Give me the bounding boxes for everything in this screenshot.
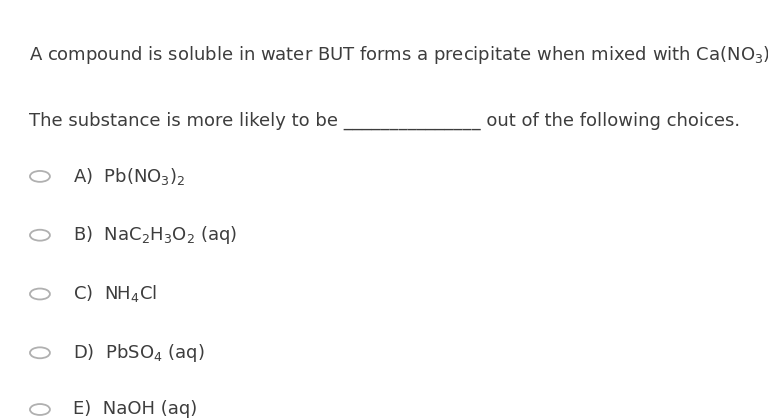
Text: B)  NaC$_{2}$H$_{3}$O$_{2}$ (aq): B) NaC$_{2}$H$_{3}$O$_{2}$ (aq)	[73, 224, 237, 246]
Text: A)  Pb(NO$_{3}$)$_{2}$: A) Pb(NO$_{3}$)$_{2}$	[73, 166, 185, 187]
Text: The substance is more likely to be _______________ out of the following choices.: The substance is more likely to be _____…	[29, 111, 740, 129]
Text: E)  NaOH (aq): E) NaOH (aq)	[73, 401, 197, 418]
Text: A compound is soluble in water BUT forms a precipitate when mixed with Ca(NO$_{3: A compound is soluble in water BUT forms…	[29, 44, 768, 66]
Text: D)  PbSO$_{4}$ (aq): D) PbSO$_{4}$ (aq)	[73, 342, 204, 364]
Text: C)  NH$_{4}$Cl: C) NH$_{4}$Cl	[73, 284, 157, 304]
